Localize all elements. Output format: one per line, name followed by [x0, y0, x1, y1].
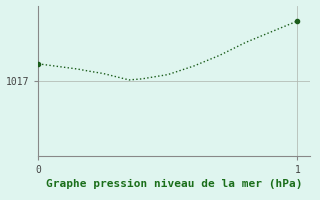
- X-axis label: Graphe pression niveau de la mer (hPa): Graphe pression niveau de la mer (hPa): [46, 179, 303, 189]
